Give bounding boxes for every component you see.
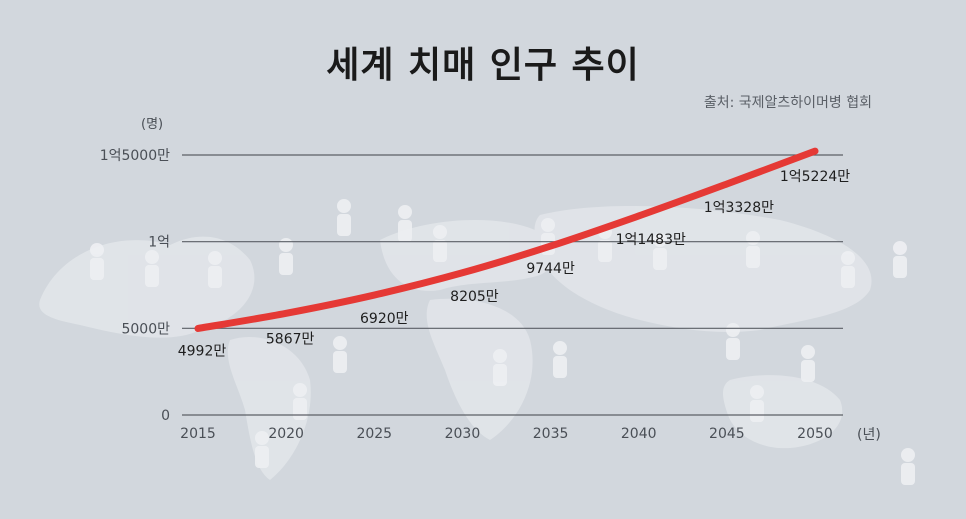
data-label: 6920만 — [360, 311, 409, 327]
x-tick-label: 2020 — [268, 426, 304, 442]
series-line — [194, 147, 819, 332]
data-label: 1억5224만 — [780, 169, 850, 185]
data-label: 9744만 — [526, 261, 575, 277]
source-note: 출처: 국제알츠하이머병 협회 — [703, 95, 872, 111]
y-tick-label: 1억5000만 — [100, 148, 170, 164]
data-label: 8205만 — [450, 289, 499, 305]
data-label: 1억1483만 — [616, 232, 686, 248]
gridlines — [182, 154, 843, 416]
y-axis-unit: (명) — [141, 117, 164, 132]
x-tick-label: 2045 — [709, 426, 745, 442]
data-label: 4992만 — [178, 343, 227, 359]
data-label: 5867만 — [266, 331, 315, 347]
data-label: 1억3328만 — [704, 200, 774, 216]
x-tick-label: 2050 — [797, 426, 833, 442]
data-labels: 4992만 5867만 6920만 8205만 9744만 1억1483만 1억3328만 1… — [178, 169, 851, 359]
chart-title: 세계 치매 인구 추이 — [326, 45, 640, 86]
x-tick-label: 2015 — [180, 426, 216, 442]
x-tick-label: 2030 — [445, 426, 481, 442]
y-tick-label: 5000만 — [121, 321, 170, 337]
x-tick-label: 2040 — [621, 426, 657, 442]
y-tick-label: 1억 — [148, 235, 170, 251]
x-tick-label: 2035 — [533, 426, 569, 442]
x-tick-label: 2025 — [356, 426, 392, 442]
y-tick-label: 0 — [161, 408, 170, 424]
x-tick-labels: 2015 2020 2025 2030 2035 2040 2045 2050 — [180, 426, 833, 442]
series-line-layer — [194, 147, 819, 332]
y-tick-labels: 0 5000만 1억 1억5000만 — [100, 148, 170, 424]
x-axis-unit: (년) — [857, 427, 881, 443]
